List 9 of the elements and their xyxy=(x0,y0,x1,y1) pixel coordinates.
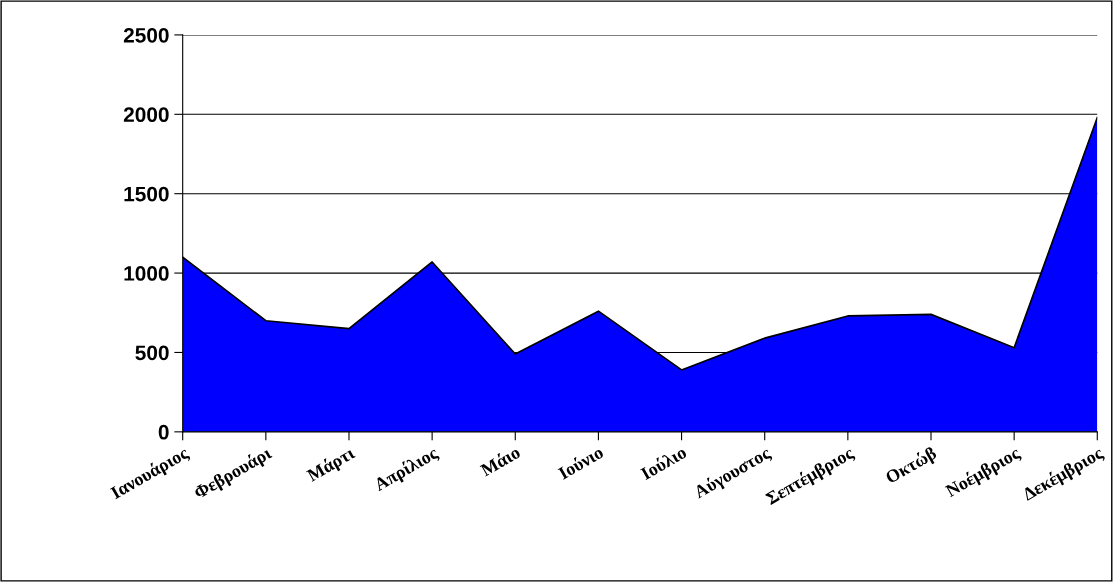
y-tick-label: 1000 xyxy=(124,266,169,281)
x-tick-label: Ιούλιο xyxy=(639,444,688,481)
y-tick-label: 1500 xyxy=(124,186,169,202)
y-tick-label: 2000 xyxy=(123,107,169,123)
y-tick-label: 0 xyxy=(158,424,169,440)
y-tick-label: 500 xyxy=(135,345,169,361)
y-tick-label: 2500 xyxy=(123,27,169,43)
x-tick-label: Μάιο xyxy=(478,444,522,477)
x-tick-label: Ιούνιο xyxy=(556,444,605,480)
